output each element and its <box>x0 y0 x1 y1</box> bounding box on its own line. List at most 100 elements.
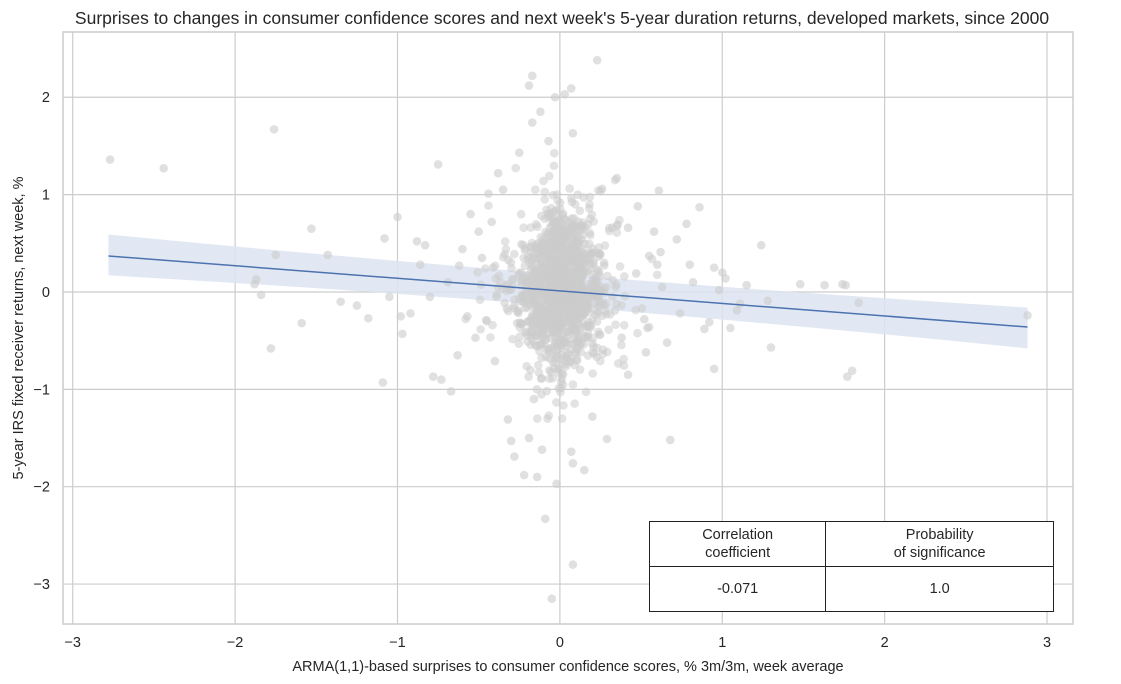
scatter-point <box>572 316 582 326</box>
scatter-point <box>526 365 535 375</box>
scatter-point <box>534 326 544 336</box>
scatter-point <box>105 155 115 164</box>
scatter-point <box>527 322 536 331</box>
scatter-point <box>536 107 545 117</box>
scatter-point <box>571 283 581 293</box>
scatter-point <box>633 328 642 338</box>
scatter-point <box>385 292 394 302</box>
scatter-point <box>542 314 551 324</box>
y-axis-label: 5-year IRS fixed receiver returns, next … <box>11 176 27 479</box>
scatter-point <box>393 212 402 222</box>
scatter-point <box>507 263 516 273</box>
scatter-point <box>542 386 552 396</box>
scatter-point <box>579 465 589 475</box>
scatter-point <box>537 374 546 383</box>
scatter-point <box>433 160 443 169</box>
scatter-point <box>604 325 613 334</box>
scatter-point <box>256 290 266 300</box>
stats-table-value-row: -0.071 1.0 <box>648 566 1054 612</box>
scatter-point <box>537 353 546 363</box>
scatter-point <box>526 279 536 288</box>
scatter-point <box>475 295 485 305</box>
scatter-point <box>569 214 579 223</box>
scatter-point <box>534 313 544 323</box>
scatter-point <box>575 206 585 216</box>
scatter-point <box>463 312 472 321</box>
scatter-point <box>437 375 446 384</box>
scatter-point <box>566 294 576 303</box>
scatter-point <box>363 313 373 323</box>
scatter-point <box>742 280 751 290</box>
scatter-point <box>536 339 546 349</box>
stats-value-significance: 1.0 <box>825 566 1054 612</box>
scatter-point <box>709 364 719 374</box>
scatter-point <box>380 234 389 243</box>
scatter-point <box>841 280 850 290</box>
scatter-point <box>559 312 568 322</box>
scatter-point <box>612 228 622 237</box>
scatter-point <box>539 176 548 186</box>
scatter-point <box>458 244 467 254</box>
scatter-point <box>490 261 500 271</box>
scatter-point <box>700 324 709 334</box>
scatter-point <box>529 394 539 404</box>
scatter-point <box>721 274 730 283</box>
scatter-point <box>508 334 517 344</box>
scatter-point <box>557 292 567 301</box>
scatter-point <box>520 298 529 307</box>
scatter-point <box>378 378 388 387</box>
scatter-point <box>583 220 593 229</box>
scatter-point <box>560 90 570 99</box>
scatter-point <box>557 280 567 290</box>
x-tick-label: −1 <box>389 635 406 651</box>
y-tick-label: 1 <box>42 188 50 204</box>
scatter-point <box>665 435 675 445</box>
scatter-point <box>732 306 742 315</box>
scatter-point <box>633 201 643 211</box>
scatter-point <box>556 198 565 208</box>
scatter-point <box>623 223 633 233</box>
scatter-point <box>649 227 659 236</box>
scatter-point <box>583 294 593 304</box>
scatter-point <box>562 320 572 329</box>
scatter-point <box>583 332 593 342</box>
scatter-point <box>575 274 584 284</box>
x-tick-label: −3 <box>64 635 81 651</box>
scatter-point <box>446 386 456 396</box>
scatter-point <box>695 202 704 212</box>
scatter-point <box>581 387 591 397</box>
scatter-point <box>566 84 576 93</box>
scatter-point <box>756 240 766 250</box>
scatter-point <box>559 401 568 410</box>
scatter-point <box>573 345 582 354</box>
scatter-point <box>531 185 540 195</box>
scatter-point <box>527 288 537 297</box>
scatter-point <box>583 301 593 310</box>
chart-title: Surprises to changes in consumer confide… <box>75 8 1049 28</box>
scatter-point <box>532 472 542 482</box>
scatter-point <box>398 329 407 339</box>
scatter-point <box>637 304 647 313</box>
scatter-point <box>662 338 672 347</box>
scatter-point <box>642 323 652 333</box>
scatter-point <box>537 445 547 455</box>
scatter-point <box>588 412 597 421</box>
scatter-point <box>510 452 519 461</box>
scatter-point <box>763 296 773 306</box>
scatter-point <box>585 239 594 249</box>
scatter-point <box>611 280 621 289</box>
y-tick-label: −3 <box>33 577 50 593</box>
scatter-point <box>504 255 513 265</box>
scatter-point <box>672 235 682 244</box>
scatter-point <box>653 260 662 270</box>
y-tick-label: 0 <box>42 285 50 301</box>
scatter-point <box>520 261 530 271</box>
scatter-point <box>516 209 526 219</box>
scatter-point <box>498 185 508 195</box>
scatter-point <box>615 262 625 271</box>
scatter-point <box>515 332 525 341</box>
plot-frame <box>62 31 1074 625</box>
stats-header-significance-text: Probability of significance <box>893 527 986 561</box>
scatter-point <box>493 168 503 178</box>
scatter-point <box>297 318 306 328</box>
